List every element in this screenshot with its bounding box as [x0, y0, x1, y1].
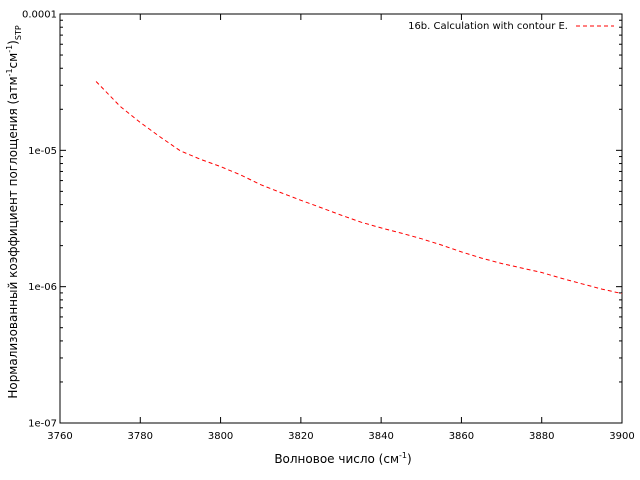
x-axis-label-superscript: -1 — [399, 451, 407, 460]
y-axis-label-superscript-2: -1 — [5, 45, 14, 53]
x-tick-label: 3860 — [449, 431, 474, 442]
y-axis-label-superscript-1: -1 — [5, 68, 14, 76]
x-tick-label: 3820 — [288, 431, 313, 442]
y-tick-label: 1e-05 — [28, 146, 57, 157]
x-tick-label: 3840 — [368, 431, 393, 442]
series-line-0 — [95, 81, 623, 295]
y-axis-ticks: 0.0001 1e-05 1e-06 1e-07 — [22, 10, 622, 430]
y-tick-label: 1e-06 — [28, 282, 57, 293]
legend: 16b. Calculation with contour E. — [408, 21, 614, 32]
y-axis-label-part-1: Нормализованный коэффициент поглощения (… — [6, 76, 20, 398]
y-axis-label-part-2: см — [6, 53, 20, 69]
x-axis-ticks: 3760 3780 3800 3820 3840 3860 3880 3900 — [47, 14, 635, 442]
legend-series-label: 16b. Calculation with contour E. — [408, 21, 568, 32]
x-axis-label-tail: ) — [407, 452, 412, 466]
y-tick-label: 1e-07 — [28, 419, 57, 430]
x-axis-label: Волновое число (см-1) — [274, 451, 411, 466]
plot-frame — [59, 13, 623, 424]
x-tick-label: 3760 — [47, 431, 72, 442]
y-axis-label-part-3: ) — [6, 40, 20, 45]
x-tick-label: 3880 — [529, 431, 554, 442]
series-layer — [95, 81, 623, 295]
y-axis-label-subscript: STP — [14, 25, 23, 40]
x-tick-label: 3900 — [609, 431, 634, 442]
x-tick-label: 3780 — [128, 431, 153, 442]
x-tick-label: 3800 — [208, 431, 233, 442]
x-axis-label-text: Волновое число (см — [274, 452, 399, 466]
y-tick-label: 0.0001 — [22, 10, 57, 21]
y-axis-label: Нормализованный коэффициент поглощения (… — [5, 25, 23, 399]
